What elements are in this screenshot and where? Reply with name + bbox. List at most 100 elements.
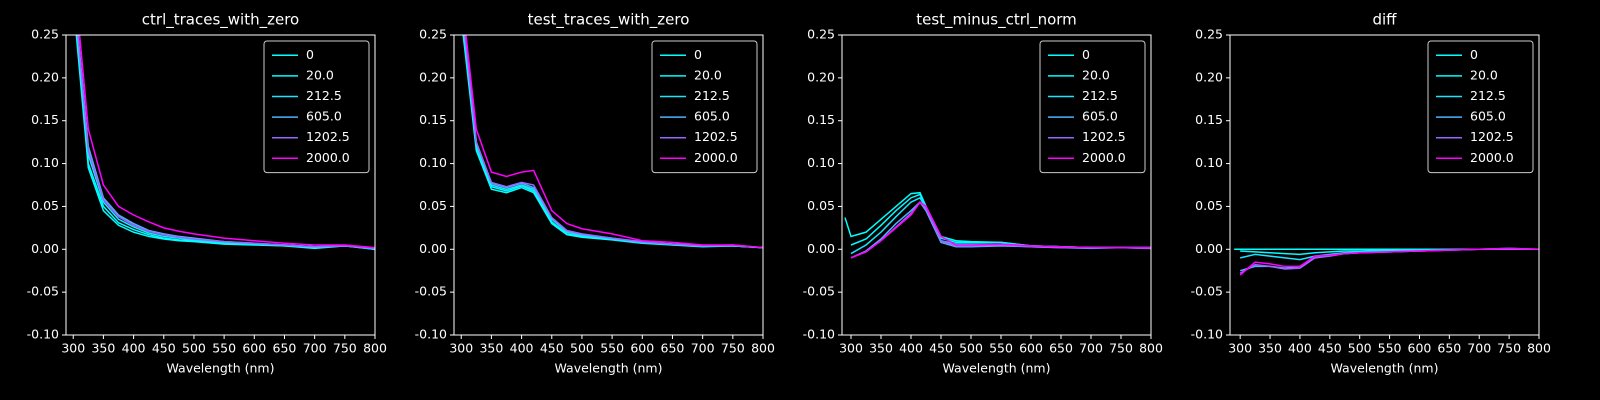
legend-label: 1202.5 <box>1470 129 1514 144</box>
series-line <box>1239 247 1539 276</box>
x-tick-label: 400 <box>122 341 146 356</box>
x-axis-label: Wavelength (nm) <box>1331 361 1439 376</box>
x-tick-label: 750 <box>333 341 357 356</box>
x-tick-label: 500 <box>570 341 594 356</box>
legend-label: 0 <box>1470 47 1478 62</box>
x-tick-label: 600 <box>630 341 654 356</box>
legend-label: 2000.0 <box>1470 150 1514 165</box>
y-tick-label: -0.10 <box>27 327 59 342</box>
legend-label: 605.0 <box>1470 109 1506 124</box>
x-tick-label: 550 <box>212 341 236 356</box>
legend-label: 2000.0 <box>306 150 350 165</box>
x-tick-label: 450 <box>540 341 564 356</box>
y-tick-label: 0.10 <box>31 155 59 170</box>
x-tick-label: 700 <box>1079 341 1103 356</box>
series-line <box>76 35 375 251</box>
legend-label: 0 <box>306 47 314 62</box>
x-tick-label: 300 <box>1228 341 1252 356</box>
y-tick-label: 0.20 <box>31 69 59 84</box>
chart-title: test_minus_ctrl_norm <box>916 11 1077 30</box>
x-tick-label: 550 <box>989 341 1013 356</box>
legend-label: 0 <box>694 47 702 62</box>
legend-box <box>263 40 370 174</box>
y-tick-label: 0.05 <box>1195 198 1223 213</box>
y-tick-label: 0.10 <box>419 155 447 170</box>
y-tick-label: 0.00 <box>31 241 59 256</box>
x-tick-label: 500 <box>1348 341 1372 356</box>
legend-label: 20.0 <box>1082 67 1110 82</box>
x-tick-label: 750 <box>721 341 745 356</box>
legend-label: 1202.5 <box>1082 129 1126 144</box>
legend-label: 1202.5 <box>306 129 350 144</box>
legend-label: 605.0 <box>694 109 730 124</box>
axes-frame <box>841 34 1152 336</box>
axes-frame <box>65 34 376 336</box>
y-tick-label: 0.05 <box>31 198 59 213</box>
legend-label: 2000.0 <box>1082 150 1126 165</box>
x-axis-label: Wavelength (nm) <box>167 361 275 376</box>
x-axis-label: Wavelength (nm) <box>943 361 1051 376</box>
y-tick-label: -0.10 <box>1191 327 1223 342</box>
x-tick-label: 400 <box>1288 341 1312 356</box>
x-tick-label: 500 <box>959 341 983 356</box>
y-tick-label: 0.15 <box>1195 112 1223 127</box>
legend-label: 20.0 <box>306 67 334 82</box>
x-tick-label: 700 <box>303 341 327 356</box>
series-line <box>464 35 763 249</box>
x-tick-label: 300 <box>61 341 85 356</box>
x-tick-label: 350 <box>91 341 115 356</box>
legend-label: 605.0 <box>1082 109 1118 124</box>
x-tick-label: 600 <box>1019 341 1043 356</box>
legend-label: 212.5 <box>1082 88 1118 103</box>
chart-title: diff <box>1372 11 1397 29</box>
x-tick-label: 300 <box>839 341 863 356</box>
x-tick-label: 450 <box>152 341 176 356</box>
y-tick-label: 0.10 <box>807 155 835 170</box>
x-tick-label: 500 <box>182 341 206 356</box>
y-tick-label: -0.05 <box>1191 284 1223 299</box>
legend: 0 20.0 212.5 605.0 1202.5 2000.0 <box>1039 40 1146 174</box>
legend-box <box>1039 40 1146 174</box>
x-tick-label: 700 <box>691 341 715 356</box>
x-tick-label: 650 <box>273 341 297 356</box>
series-line <box>78 35 375 249</box>
x-tick-label: 650 <box>1049 341 1073 356</box>
y-tick-label: 0.20 <box>419 69 447 84</box>
axes-frame <box>453 34 764 336</box>
series-line <box>850 201 1151 259</box>
y-tick-label: 0.25 <box>31 27 59 42</box>
x-tick-label: 650 <box>1437 341 1461 356</box>
legend-label: 212.5 <box>694 88 730 103</box>
x-tick-label: 600 <box>242 341 266 356</box>
x-tick-label: 700 <box>1467 341 1491 356</box>
x-tick-label: 400 <box>510 341 534 356</box>
x-tick-label: 650 <box>661 341 685 356</box>
y-tick-label: 0.15 <box>807 112 835 127</box>
legend-label: 1202.5 <box>694 129 738 144</box>
legend-label: 2000.0 <box>694 150 738 165</box>
plot-area <box>1234 247 1539 276</box>
y-tick-label: 0.15 <box>31 112 59 127</box>
legend-box <box>1427 40 1534 174</box>
y-tick-label: 0.05 <box>419 198 447 213</box>
y-tick-label: 0.00 <box>807 241 835 256</box>
legend-label: 0 <box>1082 47 1090 62</box>
y-tick-label: 0.25 <box>807 27 835 42</box>
y-tick-label: -0.10 <box>415 327 447 342</box>
chart-title: test_traces_with_zero <box>528 11 690 30</box>
series-line <box>465 35 763 249</box>
series-line <box>77 35 375 250</box>
x-tick-label: 550 <box>1378 341 1402 356</box>
y-tick-label: -0.05 <box>803 284 835 299</box>
subplot: ctrl_traces_with_zero Wavelength (nm) -0.1… <box>27 11 387 376</box>
chart-title: ctrl_traces_with_zero <box>142 11 299 30</box>
y-tick-label: 0.20 <box>807 69 835 84</box>
x-tick-label: 550 <box>600 341 624 356</box>
plot-area <box>75 35 375 251</box>
legend-label: 20.0 <box>1470 67 1498 82</box>
y-tick-label: 0.10 <box>1195 155 1223 170</box>
y-tick-label: 0.20 <box>1195 69 1223 84</box>
legend: 0 20.0 212.5 605.0 1202.5 2000.0 <box>1427 40 1534 174</box>
legend-label: 212.5 <box>306 88 342 103</box>
